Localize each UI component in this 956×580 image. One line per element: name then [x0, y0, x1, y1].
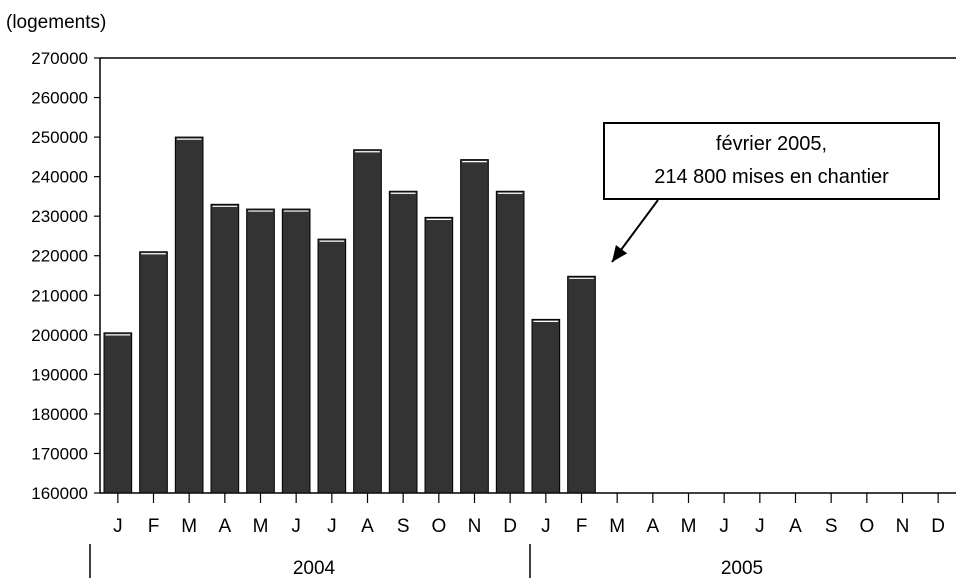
annotation-box: février 2005, 214 800 mises en chantier [603, 122, 940, 200]
x-tick-label: A [218, 516, 231, 537]
year-label: 2004 [293, 558, 336, 579]
annotation-line-1: février 2005, [715, 133, 828, 155]
bar [495, 190, 525, 494]
x-tick-label: M [253, 516, 269, 537]
year-label: 2005 [721, 558, 763, 579]
x-tick-label: O [431, 516, 446, 537]
bar [567, 275, 596, 494]
x-tick-label: A [646, 516, 659, 537]
x-tick-label: F [576, 516, 588, 537]
y-tick-label: 250000 [31, 128, 88, 147]
x-tick-label: O [859, 516, 874, 537]
y-tick-label: 180000 [31, 405, 88, 424]
bar [210, 203, 240, 494]
bar [103, 332, 133, 494]
y-tick-label: 160000 [31, 484, 88, 503]
x-tick-label: J [327, 516, 337, 537]
bar [281, 208, 311, 494]
bar [246, 208, 275, 494]
bar [174, 136, 204, 494]
x-tick-label: D [931, 516, 945, 537]
bar [388, 190, 418, 494]
bar [460, 159, 489, 494]
x-tick-label: J [541, 516, 551, 537]
y-tick-label: 270000 [31, 49, 88, 68]
x-tick-label: J [755, 516, 765, 537]
y-tick-label: 170000 [31, 444, 88, 463]
y-tick-label: 200000 [31, 326, 88, 345]
bar [139, 251, 168, 494]
x-tick-label: J [719, 516, 729, 537]
x-tick-label: M [609, 516, 625, 537]
bar [531, 318, 561, 494]
x-tick-label: M [181, 516, 197, 537]
x-tick-label: N [896, 516, 910, 537]
x-tick-label: S [825, 516, 838, 537]
bar [424, 216, 454, 494]
y-tick-label: 220000 [31, 247, 88, 266]
bar [353, 149, 382, 494]
y-tick-label: 190000 [31, 365, 88, 384]
y-tick-label: 210000 [31, 286, 88, 305]
annotation-arrow-head [612, 244, 628, 262]
x-tick-label: J [113, 516, 123, 537]
x-tick-label: J [291, 516, 301, 537]
y-tick-label: 240000 [31, 168, 88, 187]
x-tick-label: A [789, 516, 802, 537]
x-tick-label: D [503, 516, 517, 537]
annotation-line-2: 214 800 mises en chantier [654, 166, 889, 188]
y-tick-label: 260000 [31, 89, 88, 108]
x-tick-label: S [397, 516, 410, 537]
x-tick-label: F [148, 516, 160, 537]
y-unit-label: (logements) [6, 12, 107, 33]
y-tick-label: 230000 [31, 207, 88, 226]
x-tick-label: N [468, 516, 482, 537]
x-tick-label: A [361, 516, 374, 537]
bar [317, 238, 347, 494]
x-tick-label: M [681, 516, 697, 537]
